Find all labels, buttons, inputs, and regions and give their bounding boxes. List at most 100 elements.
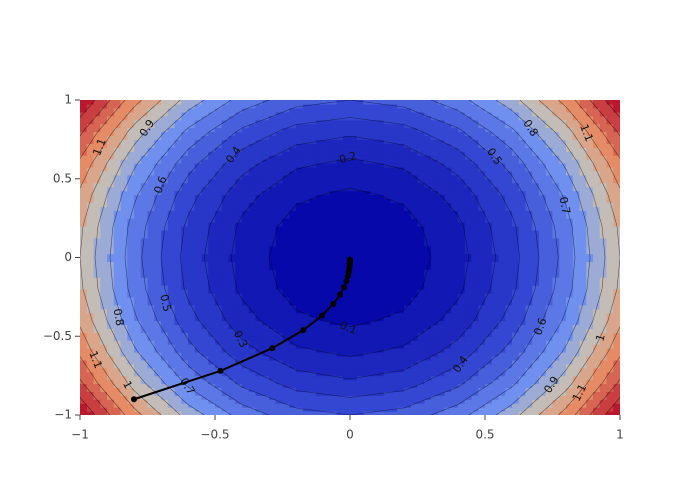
contour-cell	[539, 387, 547, 392]
contour-cell	[107, 241, 115, 247]
contour-cell	[512, 233, 520, 239]
contour-cell	[181, 218, 189, 223]
contour-cell	[188, 249, 196, 255]
contour-cell	[350, 336, 358, 341]
contour-cell	[437, 222, 446, 227]
contour-cell	[262, 214, 270, 219]
contour-cell	[262, 340, 270, 345]
contour-cell	[363, 273, 371, 278]
contour-cell	[579, 273, 587, 278]
contour-cell	[512, 363, 520, 369]
contour-cell	[161, 399, 169, 404]
contour-cell	[444, 170, 452, 176]
contour-cell	[437, 241, 446, 247]
contour-cell	[242, 226, 250, 231]
contour-cell	[289, 245, 297, 251]
contour-cell	[559, 253, 567, 259]
contour-cell	[363, 308, 371, 314]
contour-cell	[532, 332, 540, 337]
contour-cell	[370, 355, 378, 361]
contour-cell	[498, 359, 506, 365]
contour-cell	[235, 206, 243, 211]
contour-cell	[566, 253, 574, 259]
contour-cell	[221, 308, 230, 314]
contour-cell	[404, 253, 412, 259]
contour-cell	[167, 352, 176, 357]
contour-cell	[221, 182, 230, 188]
contour-cell	[140, 367, 149, 373]
contour-cell	[437, 336, 446, 341]
contour-cell	[586, 348, 594, 353]
contour-cell	[390, 352, 398, 357]
contour-cell	[329, 249, 338, 255]
contour-cell	[296, 261, 304, 266]
contour-cell	[525, 257, 533, 263]
contour-cell	[377, 210, 385, 215]
contour-cell	[464, 245, 473, 251]
contour-cell	[302, 174, 311, 180]
contour-cell	[559, 399, 567, 404]
contour-cell	[552, 277, 560, 282]
contour-cell	[579, 375, 587, 381]
contour-cell	[269, 202, 277, 207]
contour-cell	[539, 210, 547, 215]
contour-cell	[478, 359, 486, 365]
contour-cell	[134, 170, 142, 176]
contour-cell	[485, 324, 493, 329]
contour-cell	[370, 367, 378, 373]
contour-cell	[363, 292, 371, 298]
contour-cell	[417, 328, 425, 333]
contour-cell	[478, 222, 486, 227]
contour-cell	[147, 348, 155, 353]
contour-cell	[518, 257, 527, 263]
contour-cell	[134, 367, 142, 373]
contour-cell	[80, 344, 88, 349]
contour-cell	[512, 292, 520, 298]
contour-cell	[161, 237, 169, 243]
contour-cell	[282, 312, 290, 318]
contour-cell	[140, 375, 149, 381]
contour-cell	[363, 289, 371, 294]
contour-cell	[282, 269, 290, 274]
contour-cell	[410, 375, 419, 381]
contour-cell	[188, 210, 196, 215]
contour-cell	[343, 344, 351, 349]
contour-cell	[512, 344, 520, 349]
contour-cell	[127, 233, 135, 239]
contour-cell	[140, 222, 149, 227]
contour-cell	[559, 170, 567, 176]
contour-cell	[309, 383, 317, 389]
contour-cell	[471, 289, 479, 294]
contour-cell	[505, 367, 513, 373]
contour-cell	[377, 174, 385, 180]
contour-cell	[397, 324, 405, 329]
contour-cell	[309, 411, 317, 415]
contour-cell	[593, 273, 601, 278]
contour-cell	[586, 391, 594, 396]
contour-cell	[390, 308, 398, 314]
contour-cell	[228, 344, 236, 349]
contour-cell	[262, 399, 270, 404]
contour-cell	[221, 202, 230, 207]
contour-cell	[248, 265, 257, 270]
contour-cell	[120, 194, 128, 200]
contour-cell	[532, 194, 540, 200]
contour-cell	[606, 355, 614, 361]
contour-cell	[471, 296, 479, 302]
contour-cell	[255, 245, 263, 251]
contour-cell	[167, 344, 176, 349]
contour-cell	[437, 367, 446, 373]
contour-cell	[215, 328, 223, 333]
contour-cell	[248, 312, 257, 318]
contour-cell	[417, 308, 425, 314]
contour-cell	[275, 296, 284, 302]
contour-cell	[579, 194, 587, 200]
contour-cell	[302, 383, 311, 389]
contour-cell	[451, 253, 459, 259]
contour-cell	[134, 174, 142, 180]
contour-cell	[471, 383, 479, 389]
contour-cell	[309, 281, 317, 286]
contour-cell	[248, 391, 257, 396]
contour-cell	[518, 218, 527, 223]
contour-cell	[208, 367, 216, 373]
